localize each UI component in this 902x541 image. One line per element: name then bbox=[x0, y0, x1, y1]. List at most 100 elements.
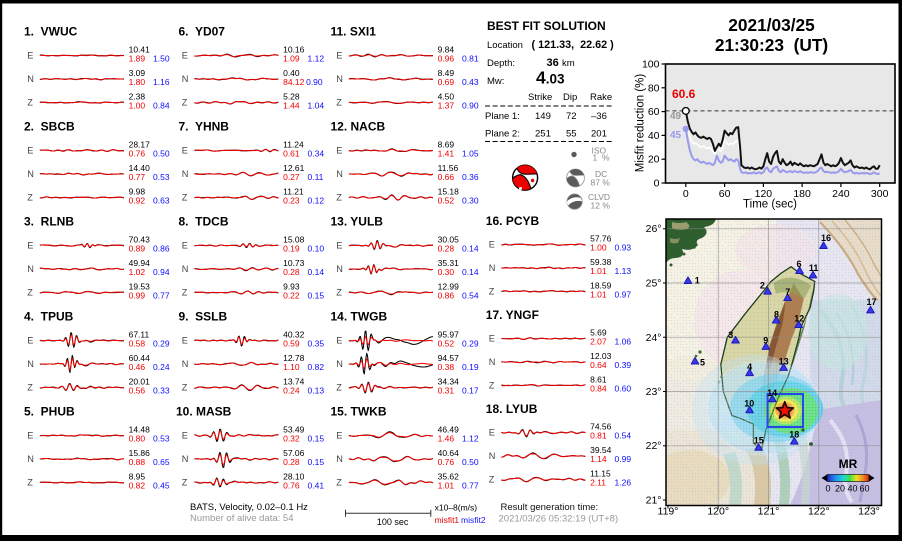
svg-text:0.81: 0.81 bbox=[462, 54, 479, 64]
svg-text:21°: 21° bbox=[646, 495, 662, 507]
svg-text:21:30:23 (UT): 21:30:23 (UT) bbox=[715, 35, 828, 55]
svg-text:N: N bbox=[182, 359, 189, 369]
svg-text:0.99: 0.99 bbox=[615, 454, 632, 464]
svg-text:25°: 25° bbox=[646, 278, 662, 290]
svg-text:0.50: 0.50 bbox=[462, 457, 479, 467]
svg-text:1. VWUC: 1. VWUC bbox=[24, 25, 78, 39]
svg-text:3. RLNB: 3. RLNB bbox=[24, 215, 74, 229]
svg-text:0.76: 0.76 bbox=[129, 149, 146, 159]
svg-text:1.12: 1.12 bbox=[462, 434, 479, 444]
svg-text:1.13: 1.13 bbox=[615, 266, 632, 276]
svg-text:0.54: 0.54 bbox=[615, 431, 632, 441]
svg-text:10: 10 bbox=[744, 399, 754, 409]
svg-text:0: 0 bbox=[654, 178, 660, 190]
svg-text:N: N bbox=[336, 359, 343, 369]
svg-text:N: N bbox=[27, 264, 34, 274]
svg-text:45: 45 bbox=[670, 130, 682, 141]
svg-text:60.44: 60.44 bbox=[129, 353, 151, 363]
svg-text:55: 55 bbox=[566, 129, 577, 140]
svg-text:8. TDCB: 8. TDCB bbox=[179, 215, 229, 229]
svg-text:0.53: 0.53 bbox=[153, 172, 170, 182]
svg-text:2.11: 2.11 bbox=[590, 477, 606, 487]
svg-text:7. YHNB: 7. YHNB bbox=[179, 120, 230, 134]
svg-text:E: E bbox=[182, 431, 188, 441]
svg-text:53.49: 53.49 bbox=[283, 425, 305, 435]
svg-text:E: E bbox=[182, 146, 188, 156]
svg-text:10.41: 10.41 bbox=[129, 45, 151, 55]
svg-text:E: E bbox=[27, 431, 33, 441]
svg-text:Rake: Rake bbox=[590, 92, 612, 103]
svg-text:N: N bbox=[489, 263, 496, 273]
svg-text:0: 0 bbox=[825, 484, 830, 494]
svg-text:0.84: 0.84 bbox=[590, 383, 607, 393]
svg-text:12.61: 12.61 bbox=[283, 163, 305, 173]
svg-text:Plane 1:: Plane 1: bbox=[485, 111, 520, 122]
svg-text:misfit1: misfit1 bbox=[435, 515, 460, 525]
svg-text:0.28: 0.28 bbox=[283, 457, 300, 467]
svg-text:0.43: 0.43 bbox=[462, 77, 479, 87]
svg-text:misfit2: misfit2 bbox=[461, 515, 486, 525]
svg-text:12.99: 12.99 bbox=[438, 282, 460, 292]
svg-text:0.27: 0.27 bbox=[283, 172, 300, 182]
svg-text:Misfit reduction (%): Misfit reduction (%) bbox=[635, 74, 647, 173]
svg-text:1.14: 1.14 bbox=[590, 454, 607, 464]
svg-text:0.30: 0.30 bbox=[438, 267, 455, 277]
svg-text:0.31: 0.31 bbox=[438, 386, 455, 396]
svg-text:Depth:: Depth: bbox=[487, 58, 515, 69]
svg-text:E: E bbox=[27, 336, 33, 346]
svg-text:6: 6 bbox=[796, 259, 801, 269]
svg-text:87 %: 87 % bbox=[591, 178, 611, 188]
svg-text:8.49: 8.49 bbox=[438, 68, 455, 78]
svg-text:0.58: 0.58 bbox=[129, 339, 146, 349]
svg-text:N: N bbox=[336, 454, 343, 464]
svg-text:MR: MR bbox=[839, 457, 858, 471]
svg-text:0.77: 0.77 bbox=[462, 481, 479, 491]
svg-text:10.73: 10.73 bbox=[283, 258, 305, 268]
svg-text:1.01: 1.01 bbox=[590, 266, 607, 276]
svg-text:1.00: 1.00 bbox=[590, 243, 607, 253]
svg-text:60: 60 bbox=[859, 484, 869, 494]
svg-text:Time (sec): Time (sec) bbox=[743, 199, 797, 211]
svg-text:0.86: 0.86 bbox=[153, 244, 170, 254]
svg-text:Z: Z bbox=[336, 478, 342, 488]
svg-text:E: E bbox=[182, 241, 188, 251]
svg-text:ISO: ISO bbox=[592, 146, 607, 156]
svg-text:18.59: 18.59 bbox=[590, 280, 612, 290]
svg-text:10. MASB: 10. MASB bbox=[176, 405, 232, 419]
svg-text:0.38: 0.38 bbox=[438, 362, 455, 372]
svg-text:E: E bbox=[336, 51, 342, 61]
svg-text:E: E bbox=[489, 334, 495, 344]
svg-text:11.24: 11.24 bbox=[283, 140, 304, 150]
svg-text:0.14: 0.14 bbox=[308, 267, 325, 277]
svg-text:0.23: 0.23 bbox=[283, 196, 300, 206]
svg-text:E: E bbox=[336, 241, 342, 251]
svg-text:N: N bbox=[182, 74, 189, 84]
svg-text:26°: 26° bbox=[646, 223, 662, 235]
svg-text:57.76: 57.76 bbox=[590, 234, 612, 244]
svg-text:49.94: 49.94 bbox=[129, 258, 151, 268]
svg-text:40: 40 bbox=[648, 130, 660, 142]
svg-text:Z: Z bbox=[182, 98, 188, 108]
svg-text:28.17: 28.17 bbox=[129, 140, 151, 150]
svg-text:Dip: Dip bbox=[563, 92, 577, 103]
svg-text:100 sec: 100 sec bbox=[377, 517, 409, 527]
svg-text:E: E bbox=[27, 51, 33, 61]
svg-text:N: N bbox=[27, 169, 34, 179]
svg-text:11.15: 11.15 bbox=[590, 468, 611, 478]
svg-text:15.08: 15.08 bbox=[283, 235, 305, 245]
svg-text:72: 72 bbox=[566, 111, 577, 122]
svg-text:km: km bbox=[562, 58, 575, 69]
svg-text:70.43: 70.43 bbox=[129, 235, 151, 245]
svg-text:9.84: 9.84 bbox=[438, 45, 455, 55]
svg-text:N: N bbox=[489, 451, 496, 461]
svg-text:1.50: 1.50 bbox=[153, 54, 170, 64]
svg-text:0.84: 0.84 bbox=[153, 101, 170, 111]
svg-text:1.10: 1.10 bbox=[283, 362, 300, 372]
svg-text:Z: Z bbox=[27, 98, 33, 108]
svg-text:40.64: 40.64 bbox=[438, 448, 460, 458]
svg-text:0.52: 0.52 bbox=[438, 339, 455, 349]
svg-text:Z: Z bbox=[336, 288, 342, 298]
svg-text:1.26: 1.26 bbox=[615, 477, 632, 487]
svg-text:10.16: 10.16 bbox=[283, 45, 305, 55]
svg-text:Z: Z bbox=[182, 288, 188, 298]
